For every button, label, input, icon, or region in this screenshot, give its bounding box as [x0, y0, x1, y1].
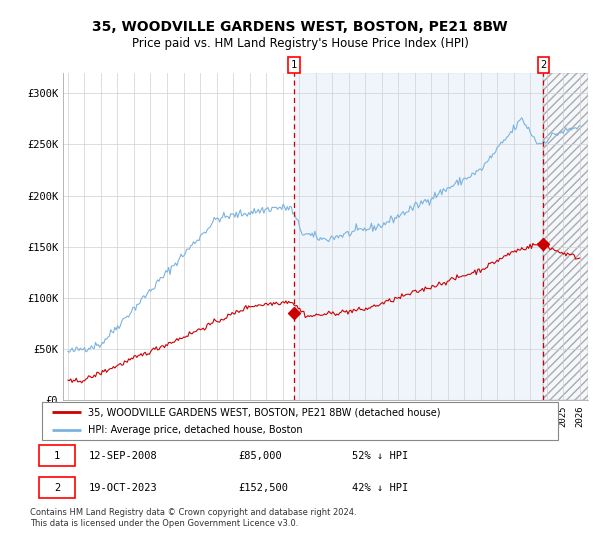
Text: 35, WOODVILLE GARDENS WEST, BOSTON, PE21 8BW (detached house): 35, WOODVILLE GARDENS WEST, BOSTON, PE21…	[88, 407, 441, 417]
FancyBboxPatch shape	[42, 402, 558, 440]
Text: Price paid vs. HM Land Registry's House Price Index (HPI): Price paid vs. HM Land Registry's House …	[131, 37, 469, 50]
Text: 19-OCT-2023: 19-OCT-2023	[88, 483, 157, 493]
Text: 42% ↓ HPI: 42% ↓ HPI	[352, 483, 408, 493]
Text: Contains HM Land Registry data © Crown copyright and database right 2024.
This d: Contains HM Land Registry data © Crown c…	[30, 508, 356, 528]
Text: HPI: Average price, detached house, Boston: HPI: Average price, detached house, Bost…	[88, 425, 303, 435]
Text: 1: 1	[54, 451, 60, 461]
Text: £85,000: £85,000	[238, 451, 282, 461]
Bar	[544, 73, 588, 400]
Bar	[544, 73, 588, 400]
FancyBboxPatch shape	[40, 478, 74, 498]
Text: 52% ↓ HPI: 52% ↓ HPI	[352, 451, 408, 461]
Text: 1: 1	[291, 60, 297, 70]
Text: 35, WOODVILLE GARDENS WEST, BOSTON, PE21 8BW: 35, WOODVILLE GARDENS WEST, BOSTON, PE21…	[92, 20, 508, 34]
Text: 12-SEP-2008: 12-SEP-2008	[88, 451, 157, 461]
Text: 2: 2	[540, 60, 547, 70]
Text: £152,500: £152,500	[238, 483, 288, 493]
FancyBboxPatch shape	[40, 445, 74, 466]
Text: 2: 2	[54, 483, 60, 493]
Bar	[294, 73, 544, 400]
